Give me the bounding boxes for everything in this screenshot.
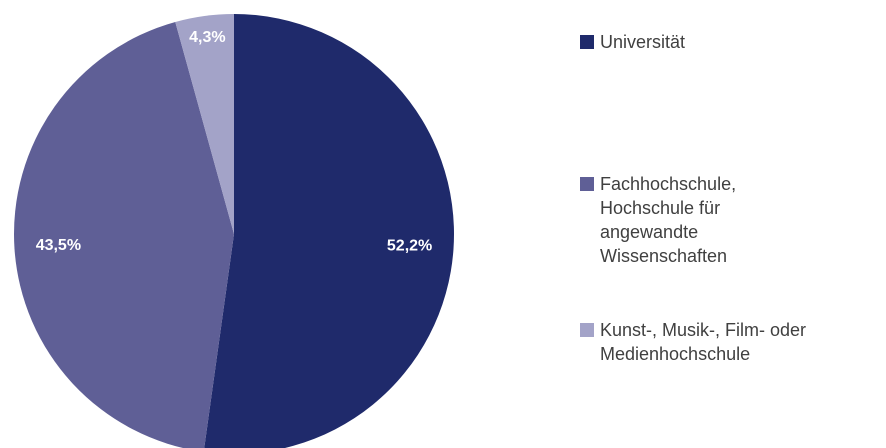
- legend-item: Kunst-, Musik-, Film- oder Medienhochsch…: [578, 318, 878, 366]
- legend-item: Fachhochschule, Hochschule für angewandt…: [578, 172, 778, 268]
- value-label: 4,3%: [189, 29, 225, 46]
- legend-swatch: [580, 177, 594, 191]
- legend-label: Kunst-, Musik-, Film- oder Medienhochsch…: [600, 320, 807, 364]
- pie-slice: [204, 14, 454, 448]
- legend-label: Universität: [600, 32, 686, 52]
- legend-item: Universität: [578, 30, 878, 54]
- legend-label: Fachhochschule, Hochschule für angewandt…: [600, 174, 737, 266]
- pie-slice: [175, 14, 234, 234]
- pie-area: 52,2% 43,5% 4,3%: [14, 14, 454, 448]
- value-label: 43,5%: [36, 237, 81, 254]
- legend-swatch: [580, 35, 594, 49]
- value-label: 52,2%: [387, 237, 432, 254]
- pie-slice: [14, 21, 234, 448]
- legend-swatch: [580, 323, 594, 337]
